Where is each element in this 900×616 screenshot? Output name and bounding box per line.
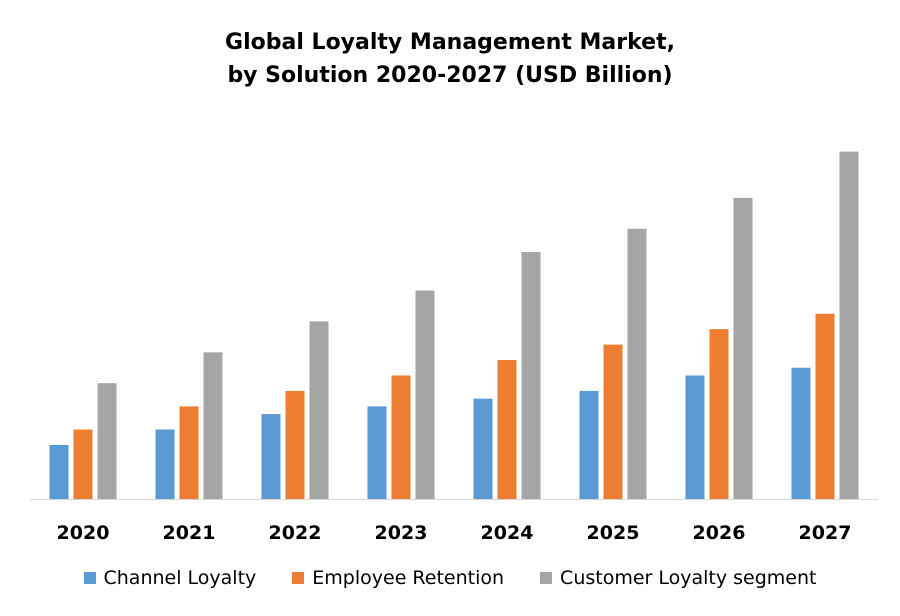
x-tick-label-2026: 2026 bbox=[693, 522, 746, 544]
legend-label-customer-loyalty-segment: Customer Loyalty segment bbox=[560, 567, 817, 589]
bar-customer-loyalty-segment-2022 bbox=[309, 321, 329, 499]
legend-label-channel-loyalty: Channel Loyalty bbox=[103, 567, 257, 589]
legend-swatch-employee-retention bbox=[292, 572, 305, 584]
legend-swatch-channel-loyalty bbox=[83, 572, 96, 584]
x-tick-label-2025: 2025 bbox=[587, 522, 640, 544]
x-tick-label-2020: 2020 bbox=[57, 522, 110, 544]
x-tick-label-2024: 2024 bbox=[481, 522, 534, 544]
bar-chart: 2020 2021 2022 2023 2024 2025 2026 2027 bbox=[30, 151, 878, 544]
bar-channel-loyalty-2026 bbox=[685, 375, 705, 499]
bar-customer-loyalty-segment-2023 bbox=[415, 290, 435, 499]
bar-channel-loyalty-2025 bbox=[579, 390, 599, 499]
chart-title-line-2: by Solution 2020-2027 (USD Billion) bbox=[227, 63, 673, 88]
legend-item-customer-loyalty-segment: Customer Loyalty segment bbox=[540, 567, 817, 589]
chart-title: Global Loyalty Management Market, by Sol… bbox=[0, 26, 900, 92]
bar-employee-retention-2026 bbox=[709, 329, 729, 499]
bar-channel-loyalty-2022 bbox=[261, 414, 281, 499]
legend-item-channel-loyalty: Channel Loyalty bbox=[83, 567, 257, 589]
bar-employee-retention-2021 bbox=[179, 406, 199, 499]
bar-employee-retention-2022 bbox=[285, 390, 305, 499]
legend: Channel Loyalty Employee Retention Custo… bbox=[0, 564, 900, 592]
bar-customer-loyalty-segment-2027 bbox=[839, 151, 859, 499]
bar-employee-retention-2020 bbox=[73, 429, 93, 499]
bar-customer-loyalty-segment-2026 bbox=[733, 197, 753, 500]
bar-customer-loyalty-segment-2024 bbox=[521, 251, 541, 499]
bar-employee-retention-2025 bbox=[603, 344, 623, 499]
bar-employee-retention-2023 bbox=[391, 375, 411, 499]
chart-title-line-1: Global Loyalty Management Market, bbox=[225, 30, 675, 55]
bar-customer-loyalty-segment-2020 bbox=[97, 383, 117, 499]
x-tick-label-2023: 2023 bbox=[375, 522, 428, 544]
bar-channel-loyalty-2024 bbox=[473, 398, 493, 499]
legend-label-employee-retention: Employee Retention bbox=[312, 567, 505, 589]
x-tick-label-2022: 2022 bbox=[269, 522, 322, 544]
x-tick-label-2027: 2027 bbox=[799, 522, 852, 544]
bar-employee-retention-2027 bbox=[815, 313, 835, 499]
bar-channel-loyalty-2021 bbox=[155, 429, 175, 499]
bar-employee-retention-2024 bbox=[497, 360, 517, 499]
legend-item-employee-retention: Employee Retention bbox=[292, 567, 504, 589]
bar-customer-loyalty-segment-2021 bbox=[203, 352, 223, 499]
x-tick-label-2021: 2021 bbox=[163, 522, 216, 544]
bar-customer-loyalty-segment-2025 bbox=[627, 228, 647, 500]
legend-swatch-customer-loyalty-segment bbox=[540, 572, 553, 584]
bar-channel-loyalty-2020 bbox=[49, 444, 69, 499]
bar-channel-loyalty-2027 bbox=[791, 367, 811, 499]
bar-channel-loyalty-2023 bbox=[367, 406, 387, 499]
